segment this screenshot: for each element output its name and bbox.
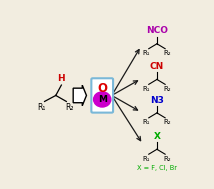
Text: R₁: R₁	[37, 103, 46, 112]
Polygon shape	[73, 85, 86, 106]
Text: NCO: NCO	[146, 26, 168, 36]
Text: R₂: R₂	[163, 86, 171, 92]
Text: R₁: R₁	[143, 156, 150, 162]
Text: R₁: R₁	[143, 86, 150, 92]
Text: R₁: R₁	[143, 50, 150, 56]
Text: R₂: R₂	[65, 103, 74, 112]
Text: O: O	[97, 82, 107, 95]
Text: R₂: R₂	[163, 156, 171, 162]
Text: R₁: R₁	[143, 119, 150, 125]
Text: CN: CN	[150, 62, 164, 71]
Text: H: H	[58, 74, 65, 83]
Text: X: X	[153, 132, 160, 141]
Text: X = F, Cl, Br: X = F, Cl, Br	[137, 165, 177, 171]
Text: R₂: R₂	[163, 119, 171, 125]
Text: M: M	[98, 95, 107, 104]
Circle shape	[94, 92, 111, 107]
Text: R₂: R₂	[163, 50, 171, 56]
Text: N3: N3	[150, 96, 164, 105]
FancyBboxPatch shape	[91, 78, 113, 113]
